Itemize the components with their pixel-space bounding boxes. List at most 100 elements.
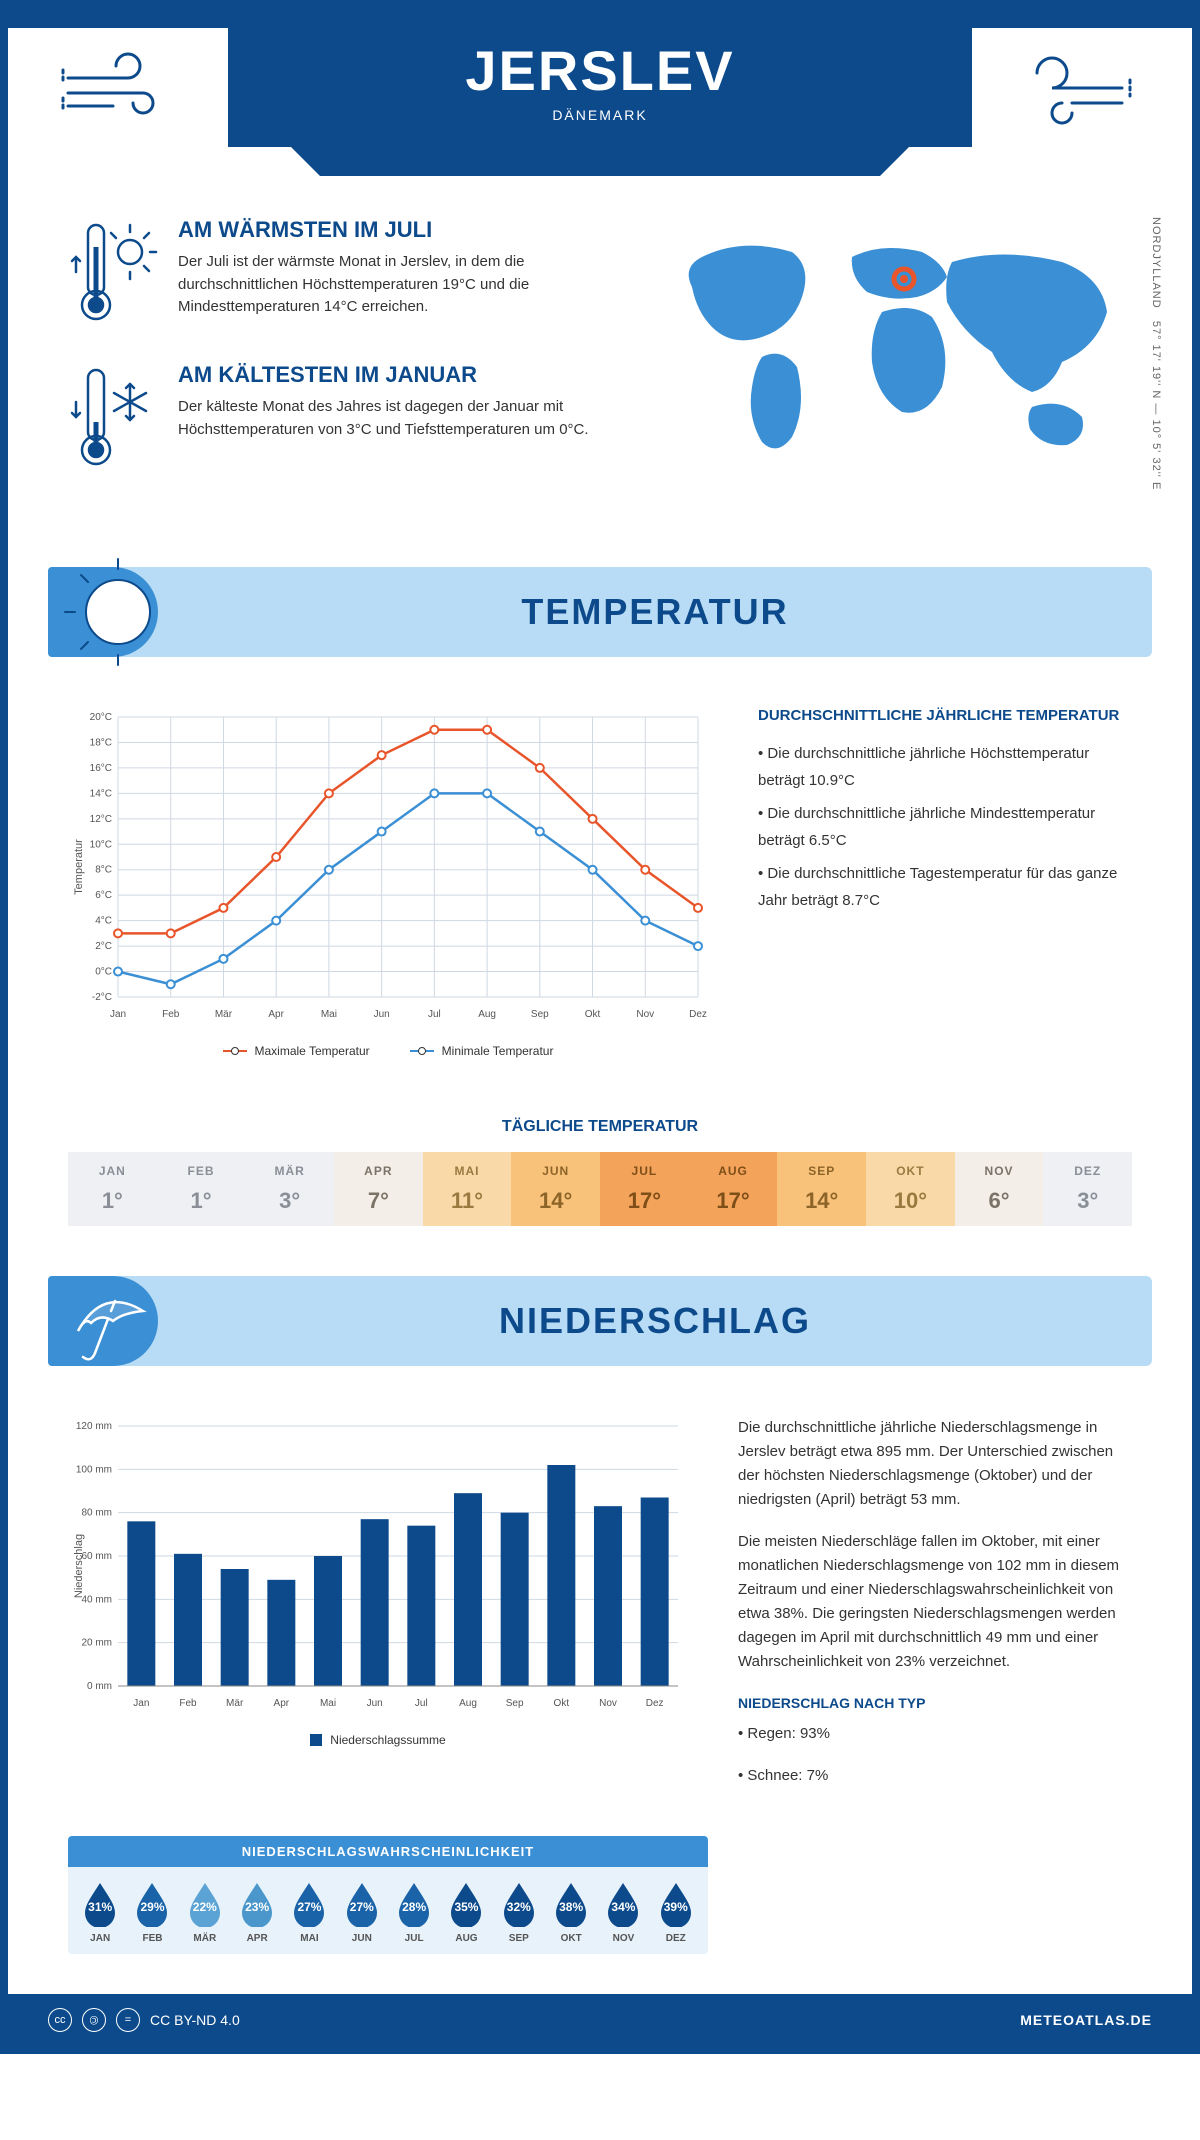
probability-cell: 28%JUL bbox=[388, 1881, 440, 1944]
svg-text:Jun: Jun bbox=[374, 1009, 390, 1020]
wind-icon-left bbox=[8, 28, 228, 148]
daily-cell: MAI11° bbox=[423, 1152, 512, 1226]
svg-text:Nov: Nov bbox=[636, 1009, 654, 1020]
svg-text:0 mm: 0 mm bbox=[87, 1681, 112, 1692]
precipitation-bar-chart: 0 mm 20 mm 40 mm 60 mm 80 mm 100 mm 120 mm Nied… bbox=[68, 1416, 688, 1806]
temperature-line-chart: -2°C0°C2°C4°C6°C8°C10°C12°C14°C16°C18°C2… bbox=[68, 707, 708, 1058]
probability-cell: 29%FEB bbox=[126, 1881, 178, 1944]
temperature-section-header: TEMPERATUR bbox=[48, 567, 1152, 657]
svg-text:Dez: Dez bbox=[689, 1009, 707, 1020]
precipitation-heading: NIEDERSCHLAG bbox=[158, 1300, 1152, 1342]
location-title: JERSLEV bbox=[228, 38, 972, 103]
nd-icon: = bbox=[116, 2008, 140, 2032]
temp-legend: Maximale Temperatur Minimale Temperatur bbox=[68, 1044, 708, 1058]
license-block: cc 🄯 = CC BY-ND 4.0 bbox=[48, 2008, 240, 2032]
svg-text:80 mm: 80 mm bbox=[81, 1508, 112, 1519]
daily-cell: JAN1° bbox=[68, 1152, 157, 1226]
probability-cell: 31%JAN bbox=[74, 1881, 126, 1944]
world-map: NORDJYLLAND 57° 17' 19'' N — 10° 5' 32''… bbox=[652, 217, 1132, 507]
svg-text:Aug: Aug bbox=[459, 1698, 477, 1709]
svg-text:Okt: Okt bbox=[554, 1698, 570, 1709]
precip-chart-svg: 0 mm 20 mm 40 mm 60 mm 80 mm 100 mm 120 mm Nied… bbox=[68, 1416, 688, 1716]
svg-text:Feb: Feb bbox=[179, 1698, 197, 1709]
svg-text:Feb: Feb bbox=[162, 1009, 180, 1020]
intro-section: AM WÄRMSTEN IM JULI Der Juli ist der wär… bbox=[8, 187, 1192, 547]
thermometer-cold-icon bbox=[68, 362, 158, 477]
daily-cell: OKT10° bbox=[866, 1152, 955, 1226]
precipitation-probability-box: NIEDERSCHLAGSWAHRSCHEINLICHKEIT 31%JAN29… bbox=[68, 1836, 708, 1954]
umbrella-icon bbox=[48, 1276, 158, 1366]
probability-cell: 34%NOV bbox=[597, 1881, 649, 1944]
daily-cell: AUG17° bbox=[689, 1152, 778, 1226]
location-country: DÄNEMARK bbox=[228, 107, 972, 123]
svg-text:18°C: 18°C bbox=[90, 737, 112, 748]
svg-text:Mär: Mär bbox=[226, 1698, 244, 1709]
temp-chart-svg: -2°C0°C2°C4°C6°C8°C10°C12°C14°C16°C18°C2… bbox=[68, 707, 708, 1027]
probability-cell: 38%OKT bbox=[545, 1881, 597, 1944]
svg-text:40 mm: 40 mm bbox=[81, 1594, 112, 1605]
daily-cell: SEP14° bbox=[777, 1152, 866, 1226]
svg-text:20°C: 20°C bbox=[90, 712, 112, 723]
cc-icon: cc bbox=[48, 2008, 72, 2032]
svg-text:Apr: Apr bbox=[274, 1698, 290, 1709]
coldest-block: AM KÄLTESTEN IM JANUAR Der kälteste Mona… bbox=[68, 362, 612, 477]
probability-cell: 27%MAI bbox=[283, 1881, 335, 1944]
svg-text:2°C: 2°C bbox=[95, 941, 112, 952]
warmest-block: AM WÄRMSTEN IM JULI Der Juli ist der wär… bbox=[68, 217, 612, 332]
svg-text:Niederschlag: Niederschlag bbox=[73, 1534, 85, 1598]
daily-cell: FEB1° bbox=[157, 1152, 246, 1226]
daily-temp-table: JAN1°FEB1°MÄR3°APR7°MAI11°JUN14°JUL17°AU… bbox=[68, 1152, 1132, 1226]
svg-text:Jul: Jul bbox=[428, 1009, 441, 1020]
svg-text:120 mm: 120 mm bbox=[76, 1421, 112, 1432]
coldest-title: AM KÄLTESTEN IM JANUAR bbox=[178, 362, 612, 388]
svg-text:Okt: Okt bbox=[585, 1009, 601, 1020]
temperature-heading: TEMPERATUR bbox=[158, 591, 1152, 633]
svg-text:Sep: Sep bbox=[506, 1698, 524, 1709]
svg-text:100 mm: 100 mm bbox=[76, 1464, 112, 1475]
wind-icon-right bbox=[972, 28, 1192, 148]
warmest-text: Der Juli ist der wärmste Monat in Jersle… bbox=[178, 251, 612, 319]
svg-text:6°C: 6°C bbox=[95, 890, 112, 901]
page-header: JERSLEV DÄNEMARK bbox=[8, 8, 1192, 148]
svg-text:Mai: Mai bbox=[321, 1009, 337, 1020]
svg-text:60 mm: 60 mm bbox=[81, 1551, 112, 1562]
svg-text:Jul: Jul bbox=[415, 1698, 428, 1709]
svg-text:Dez: Dez bbox=[646, 1698, 664, 1709]
page-footer: cc 🄯 = CC BY-ND 4.0 METEOATLAS.DE bbox=[8, 1994, 1192, 2046]
svg-text:Jan: Jan bbox=[133, 1698, 149, 1709]
daily-cell: JUN14° bbox=[511, 1152, 600, 1226]
svg-text:Jun: Jun bbox=[367, 1698, 383, 1709]
precipitation-info: Die durchschnittliche jährliche Niedersc… bbox=[738, 1416, 1132, 1806]
svg-text:Sep: Sep bbox=[531, 1009, 549, 1020]
svg-text:20 mm: 20 mm bbox=[81, 1638, 112, 1649]
probability-cell: 23%APR bbox=[231, 1881, 283, 1944]
daily-cell: APR7° bbox=[334, 1152, 423, 1226]
daily-cell: JUL17° bbox=[600, 1152, 689, 1226]
svg-text:Nov: Nov bbox=[599, 1698, 617, 1709]
temperature-info: DURCHSCHNITTLICHE JÄHRLICHE TEMPERATUR •… bbox=[758, 707, 1132, 1058]
probability-cell: 32%SEP bbox=[493, 1881, 545, 1944]
coldest-text: Der kälteste Monat des Jahres ist dagege… bbox=[178, 396, 612, 441]
probability-heading: NIEDERSCHLAGSWAHRSCHEINLICHKEIT bbox=[68, 1836, 708, 1867]
infographic-page: JERSLEV DÄNEMARK AM WÄRMSTEN IM JULI Der… bbox=[0, 0, 1200, 2054]
svg-text:Jan: Jan bbox=[110, 1009, 126, 1020]
probability-cell: 39%DEZ bbox=[650, 1881, 702, 1944]
probability-cell: 27%JUN bbox=[336, 1881, 388, 1944]
daily-temp-heading: TÄGLICHE TEMPERATUR bbox=[8, 1118, 1192, 1136]
precipitation-section-header: NIEDERSCHLAG bbox=[48, 1276, 1152, 1366]
svg-text:Temperatur: Temperatur bbox=[73, 839, 85, 895]
coordinates-label: NORDJYLLAND 57° 17' 19'' N — 10° 5' 32''… bbox=[1150, 217, 1162, 490]
probability-cell: 22%MÄR bbox=[179, 1881, 231, 1944]
svg-text:-2°C: -2°C bbox=[92, 992, 112, 1003]
license-text: CC BY-ND 4.0 bbox=[150, 2012, 240, 2028]
svg-text:8°C: 8°C bbox=[95, 865, 112, 876]
svg-text:4°C: 4°C bbox=[95, 916, 112, 927]
site-name: METEOATLAS.DE bbox=[1020, 2012, 1152, 2028]
warmest-title: AM WÄRMSTEN IM JULI bbox=[178, 217, 612, 243]
by-icon: 🄯 bbox=[82, 2008, 106, 2032]
thermometer-hot-icon bbox=[68, 217, 158, 332]
banner-tail bbox=[8, 147, 1192, 187]
daily-cell: NOV6° bbox=[955, 1152, 1044, 1226]
svg-text:Mai: Mai bbox=[320, 1698, 336, 1709]
sun-icon bbox=[48, 567, 158, 657]
